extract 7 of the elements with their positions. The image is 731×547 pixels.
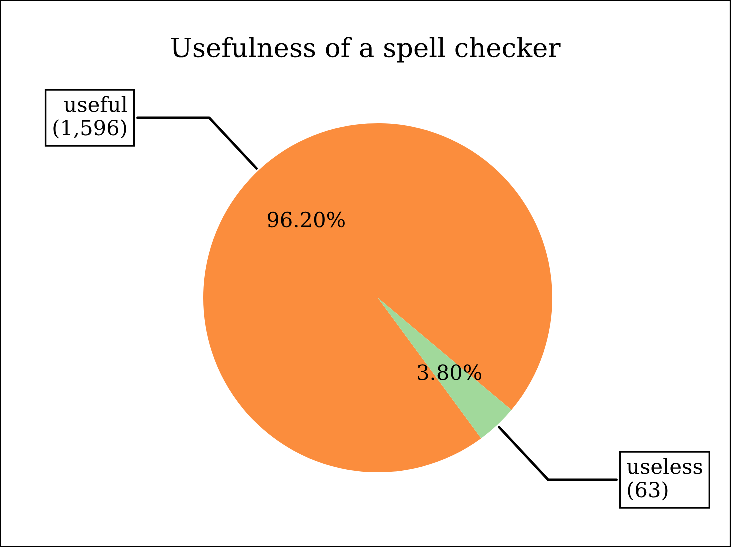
- pie-slice: [203, 123, 553, 473]
- data-label: 3.80%: [418, 364, 482, 380]
- pie-slice: [378, 298, 512, 439]
- slice-label: useless (63): [627, 458, 702, 501]
- slice-label: useful (1,596): [54, 96, 128, 139]
- data-label: 96.20%: [268, 212, 345, 228]
- chart-title: Usefulness of a spell checker: [171, 37, 561, 63]
